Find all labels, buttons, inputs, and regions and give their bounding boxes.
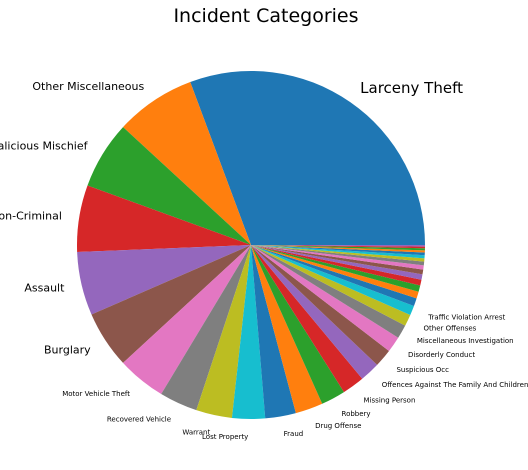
slice-label: Non-Criminal <box>0 209 62 222</box>
slice-label: Warrant <box>182 428 210 436</box>
pie-slice <box>87 127 252 245</box>
pie-slice <box>76 185 251 252</box>
slice-label: Motor Vehicle Theft <box>62 390 130 398</box>
pie-slice <box>251 245 423 280</box>
pie-slice <box>251 245 421 292</box>
slice-label: Other Offenses <box>424 324 477 332</box>
slice-label: Miscellaneous Investigation <box>417 337 514 345</box>
pie-slice <box>251 245 378 379</box>
pie-slice <box>251 245 425 253</box>
pie-slice <box>251 245 414 315</box>
slice-label: Disorderly Conduct <box>408 351 475 359</box>
pie-slice <box>77 245 251 315</box>
pie-slice <box>251 245 399 351</box>
pie-slice <box>251 245 344 404</box>
slice-label: Offences Against The Family And Children <box>382 381 528 389</box>
pie-slice <box>251 245 419 299</box>
slice-label: Drug Offense <box>315 422 361 430</box>
pie-slice <box>251 245 424 275</box>
pie-slice <box>251 245 422 286</box>
pie-slice <box>123 245 251 395</box>
pie-slice <box>91 245 251 363</box>
pie-slice <box>251 245 425 259</box>
chart-title: Incident Categories <box>173 5 358 27</box>
pie-slice <box>251 245 425 262</box>
pie-slice <box>251 245 406 338</box>
slice-label: Malicious Mischief <box>0 139 89 152</box>
pie-labels: Larceny Theft Other Miscellaneous Maliciou… <box>0 79 528 441</box>
pie-slice <box>231 245 266 419</box>
pie-slice <box>196 245 251 418</box>
pie-slice <box>251 245 425 249</box>
slice-label: Fraud <box>284 430 304 438</box>
pie-slice <box>251 245 296 419</box>
slice-label: Other Miscellaneous <box>32 80 144 93</box>
pie-slice <box>123 81 251 246</box>
pie-slice <box>251 245 425 247</box>
pie-slice <box>251 245 425 266</box>
pie-slice <box>251 245 411 326</box>
slice-label: Suspicious Occ <box>396 366 449 374</box>
pie-slices <box>76 71 425 419</box>
slice-label: Robbery <box>342 410 371 418</box>
slice-label: Burglary <box>44 343 91 356</box>
slice-label: Larceny Theft <box>360 79 463 97</box>
pie-slice <box>251 245 425 251</box>
pie-slice <box>251 245 424 270</box>
slice-label: Recovered Vehicle <box>107 415 171 423</box>
slice-label: Assault <box>24 282 65 295</box>
pie-slice <box>190 71 425 245</box>
pie-slice <box>251 245 323 414</box>
pie-slice <box>251 245 417 307</box>
slice-label: Missing Person <box>364 396 416 404</box>
pie-slice <box>161 245 251 411</box>
slice-label: Lost Property <box>202 433 248 441</box>
slice-label: Traffic Violation Arrest <box>427 314 505 322</box>
pie-slice <box>251 245 363 393</box>
pie-slice <box>251 245 389 365</box>
pie-slice <box>251 245 425 256</box>
